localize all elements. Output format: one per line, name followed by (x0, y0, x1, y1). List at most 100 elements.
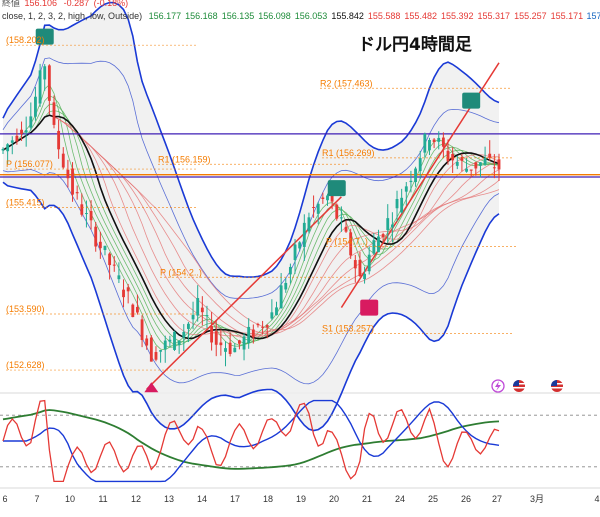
candle-body (66, 169, 70, 179)
candle-body (224, 348, 227, 352)
header-row-1: 終値 156.106 -0.287 (-0.18%) (2, 0, 128, 8)
candle-body (1, 148, 5, 151)
bollinger-bands (2, 1, 500, 432)
x-tick-label: 27 (492, 494, 502, 504)
header-value: 155.392 (441, 11, 474, 21)
candle-body (423, 133, 427, 153)
x-tick-label: 7 (34, 494, 39, 504)
candle-body (242, 336, 246, 350)
candle-body (302, 222, 306, 247)
osc-green-line (2, 409, 500, 470)
candle-body (6, 144, 10, 152)
candle-body (205, 315, 209, 317)
x-tick-label: 13 (164, 494, 174, 504)
candle-body (497, 159, 501, 170)
candle-body (61, 153, 65, 168)
candle-body (353, 260, 357, 269)
candle-body (432, 139, 436, 143)
candle-body (15, 135, 19, 142)
candle-body (251, 329, 255, 338)
band-lower-inner (2, 169, 500, 385)
header-value: 156.053 (295, 11, 328, 21)
ma-red (2, 114, 500, 331)
x-tick-label: 24 (395, 494, 405, 504)
candle-body (182, 331, 186, 338)
candle-body (168, 339, 172, 342)
candle-body (284, 282, 288, 290)
candle-body (288, 266, 292, 275)
lightning-icon[interactable] (491, 379, 505, 393)
pivot-markers (35, 28, 481, 393)
candle-body (20, 129, 23, 134)
level-label: P (154.7..) (326, 236, 368, 246)
candle-body (386, 218, 390, 231)
header-value: 156.168 (185, 11, 218, 21)
candle-body (29, 116, 33, 128)
us-flag-icon[interactable] (513, 380, 525, 392)
candle-body (312, 206, 316, 208)
header-value: 155.257 (514, 11, 547, 21)
candle-body (228, 342, 232, 354)
candle-body (479, 162, 482, 166)
level-label: (155.415) (6, 198, 45, 208)
x-tick-label: 21 (362, 494, 372, 504)
candle-body (390, 224, 394, 228)
candle-body (261, 326, 265, 328)
candle-body (316, 203, 320, 214)
candle-body (196, 298, 200, 316)
candle-body (358, 259, 362, 277)
ma-ribbon (2, 84, 500, 351)
candle-body (441, 137, 445, 147)
candle-body (89, 211, 93, 221)
us-flag-icon[interactable] (551, 380, 563, 392)
header-value: 155.171 (551, 11, 584, 21)
swing-low-marker (360, 299, 379, 316)
candle-body (43, 66, 47, 80)
candle-body (349, 232, 353, 256)
level-label: R1 (156.269) (322, 148, 375, 158)
candle-body (335, 204, 339, 219)
candle-body (344, 226, 348, 232)
candle-body (94, 226, 98, 247)
candle-body (446, 150, 450, 162)
candle-body (210, 326, 214, 343)
swing-low-marker (144, 382, 159, 393)
header-value: 155.842 (331, 11, 364, 21)
candle-body (145, 338, 149, 346)
header-value: 157.616 (586, 11, 600, 21)
x-tick-label: 17 (230, 494, 240, 504)
candle-body (173, 331, 176, 350)
level-label: P (156.077) (6, 159, 53, 169)
candle-body (186, 323, 190, 329)
candle-body (460, 156, 464, 161)
ma-black (2, 114, 500, 340)
ma-green (2, 95, 500, 348)
candle-body (404, 186, 408, 192)
chart-title: ドル円4時間足 (358, 34, 472, 55)
candle-body (330, 191, 334, 202)
horizontal-levels (0, 133, 600, 178)
x-tick-label: 25 (428, 494, 438, 504)
level-label: (152.628) (6, 360, 45, 370)
oscillator-pane (0, 399, 600, 483)
x-tick-label: 14 (197, 494, 207, 504)
candle-body (237, 340, 241, 344)
x-tick-label: 26 (461, 494, 471, 504)
candle-body (219, 342, 223, 346)
candle-body (409, 180, 413, 183)
x-tick-label: 10 (65, 494, 75, 504)
candle-body (71, 168, 74, 195)
candle-body (75, 192, 79, 194)
band-upper-inner (2, 57, 500, 299)
level-label: (158.202) (6, 35, 45, 45)
level-labels: (158.202) R2 (157.463) P (156.077) R1 (156.… (6, 35, 516, 371)
candle-body (377, 236, 380, 253)
candle-body (108, 253, 112, 266)
x-tick-label: 12 (131, 494, 141, 504)
candle-body (270, 312, 274, 319)
x-tick-label: 20 (329, 494, 339, 504)
candle-body (34, 96, 37, 117)
candle-body (372, 240, 376, 254)
